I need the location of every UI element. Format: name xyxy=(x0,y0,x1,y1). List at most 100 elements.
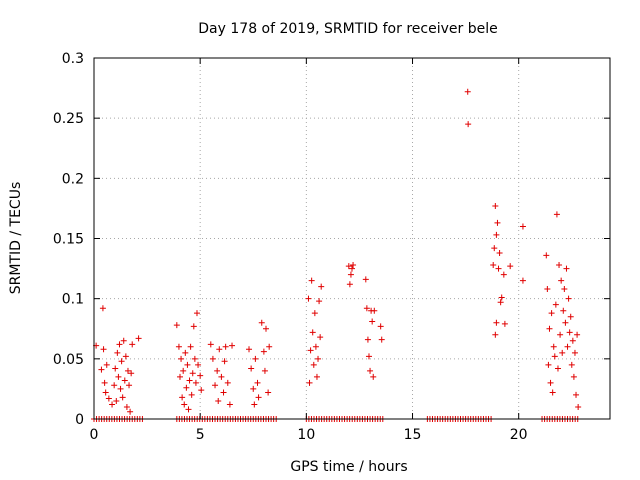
data-point xyxy=(190,323,197,330)
data-point xyxy=(547,379,554,386)
data-point xyxy=(490,261,497,268)
data-point xyxy=(229,342,236,349)
data-point xyxy=(492,203,499,210)
data-point xyxy=(119,394,126,401)
data-point xyxy=(187,343,194,350)
plot-frame xyxy=(93,57,611,420)
y-tick-label: 0.3 xyxy=(62,51,84,67)
data-point xyxy=(178,355,185,362)
data-point xyxy=(573,391,580,398)
data-point xyxy=(180,367,187,374)
data-point xyxy=(551,353,558,360)
data-point xyxy=(571,349,578,356)
data-point xyxy=(263,325,269,332)
data-point xyxy=(185,406,192,413)
data-point xyxy=(121,377,128,384)
data-point xyxy=(491,245,498,252)
data-point xyxy=(498,294,505,301)
data-point xyxy=(464,88,471,95)
axes-ticks xyxy=(93,57,610,420)
data-point xyxy=(365,353,372,360)
data-point xyxy=(188,391,195,398)
data-point xyxy=(559,349,566,356)
data-point xyxy=(371,307,378,314)
data-point xyxy=(310,361,317,368)
data-point xyxy=(216,346,223,353)
data-point xyxy=(189,370,196,377)
y-axis-label: SRMTID / TECUs xyxy=(8,182,24,295)
data-point xyxy=(182,349,189,356)
data-point xyxy=(129,341,136,348)
data-point xyxy=(549,389,556,396)
data-point xyxy=(563,265,570,272)
data-point xyxy=(114,349,121,356)
tick-labels: 0 5 10 15 20 0 0.05 0.1 0.15 0.2 0.25 0.3 xyxy=(53,51,528,443)
data-point xyxy=(127,408,134,415)
chart-title: Day 178 of 2019, SRMTID for receiver bel… xyxy=(198,21,497,37)
data-point xyxy=(177,373,183,380)
data-point xyxy=(250,385,257,392)
x-axis-label: GPS time / hours xyxy=(290,459,407,475)
data-point xyxy=(558,277,565,284)
data-point xyxy=(181,401,188,408)
data-point xyxy=(248,365,255,372)
data-point xyxy=(496,249,503,256)
data-point xyxy=(254,379,261,386)
data-point xyxy=(191,355,198,362)
data-point xyxy=(212,382,219,389)
data-point xyxy=(111,382,118,389)
data-point xyxy=(124,367,131,374)
data-point xyxy=(112,365,119,372)
y-tick-label: 0.25 xyxy=(53,111,84,127)
data-point xyxy=(308,277,315,284)
data-point xyxy=(258,319,265,326)
data-point xyxy=(207,341,214,348)
y-tick-label: 0.15 xyxy=(53,232,84,248)
data-point xyxy=(465,121,472,128)
data-point xyxy=(102,389,109,396)
x-tick-label: 10 xyxy=(297,427,315,443)
data-point xyxy=(255,394,262,401)
data-point xyxy=(492,331,499,338)
data-point xyxy=(544,286,551,293)
data-point xyxy=(560,307,567,314)
grid xyxy=(94,58,610,419)
data-point xyxy=(209,355,216,362)
data-point xyxy=(306,379,313,386)
data-point xyxy=(519,277,526,284)
data-point xyxy=(543,252,550,259)
data-point xyxy=(179,394,186,401)
data-point xyxy=(246,346,253,353)
data-point xyxy=(305,295,312,302)
data-point xyxy=(184,361,191,368)
data-point xyxy=(519,223,526,230)
data-point xyxy=(565,295,572,302)
data-point xyxy=(251,401,258,408)
data-point xyxy=(173,322,180,329)
data-point xyxy=(369,318,376,325)
data-point xyxy=(575,403,582,410)
data-point xyxy=(316,298,323,305)
y-tick-label: 0.05 xyxy=(53,352,84,368)
data-point xyxy=(123,403,130,410)
data-point xyxy=(546,325,553,332)
data-point xyxy=(350,261,357,268)
data-point xyxy=(222,343,229,350)
data-point xyxy=(220,389,227,396)
data-point xyxy=(550,343,557,350)
data-point xyxy=(364,336,371,343)
data-point xyxy=(120,337,127,344)
data-point xyxy=(548,310,555,317)
data-point xyxy=(198,387,205,394)
data-point xyxy=(553,211,560,218)
data-point xyxy=(126,382,133,389)
data-point xyxy=(363,305,370,312)
data-point xyxy=(545,361,552,368)
data-point xyxy=(98,366,105,373)
data-point xyxy=(103,361,110,368)
data-point xyxy=(556,261,563,268)
x-tick-label: 5 xyxy=(196,427,205,443)
data-point xyxy=(192,379,199,386)
data-point xyxy=(105,395,112,402)
